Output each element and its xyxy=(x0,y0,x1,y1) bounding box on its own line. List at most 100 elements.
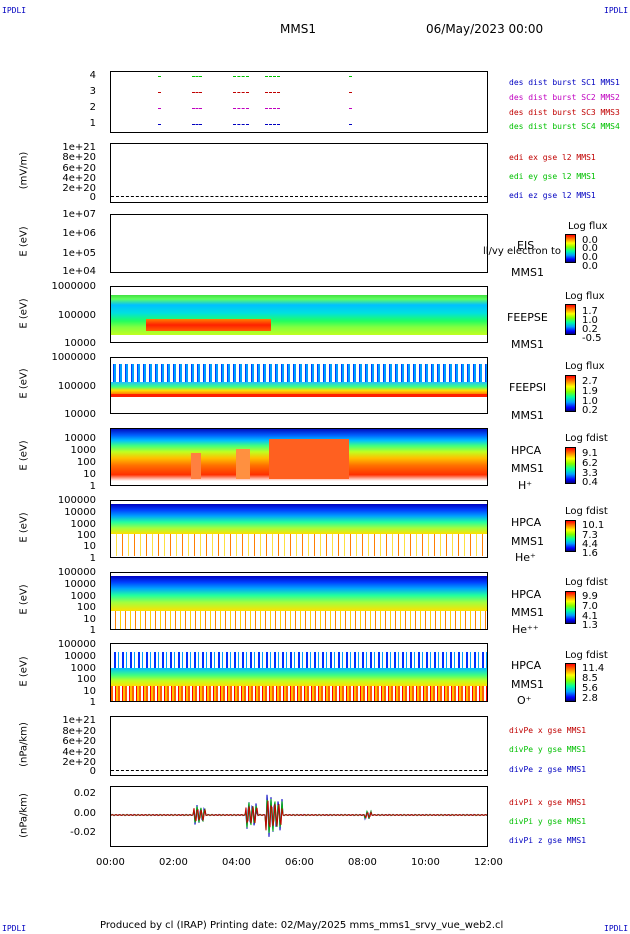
colorbar-value: 0.0 xyxy=(582,252,598,263)
feepsi-panel xyxy=(110,357,488,414)
y-tick: 1 xyxy=(89,553,96,564)
y-tick: 1000 xyxy=(70,663,96,674)
corner-tag-bl: IPDLI xyxy=(2,924,27,933)
y-tick: 1000 xyxy=(70,591,96,602)
hpca-hepp-panel xyxy=(110,572,488,630)
y-axis-label: E (eV) xyxy=(18,440,30,471)
colorbar-value: 1.7 xyxy=(582,306,598,317)
legend-divpe-y: divPe y gse MMS1 xyxy=(509,745,587,754)
y-axis-label: E (eV) xyxy=(18,368,30,399)
y-tick: 0 xyxy=(89,192,96,203)
colorbar-title: Log flux xyxy=(565,291,605,302)
spectrogram-noise xyxy=(111,534,487,556)
y-tick: 4e+20 xyxy=(62,747,96,758)
species-label: O⁺ xyxy=(517,694,532,707)
colorbar-value: 3.3 xyxy=(582,468,598,479)
colorbar xyxy=(565,375,576,412)
burst-segment xyxy=(233,92,249,94)
colorbar-value: 4.1 xyxy=(582,611,598,622)
y-axis-label: (nPa/km) xyxy=(18,793,30,838)
sc-label: MMS1 xyxy=(511,409,544,422)
y-tick: 0 xyxy=(89,766,96,777)
divpi-traces xyxy=(111,794,487,837)
footer-text: Produced by cl (IRAP) Printing date: 02/… xyxy=(100,920,504,931)
y-tick: 1000 xyxy=(70,519,96,530)
colorbar xyxy=(565,520,576,552)
edi-panel xyxy=(110,143,488,203)
date-title: 06/May/2023 00:00 xyxy=(426,22,544,36)
colorbar-value: 2.8 xyxy=(582,693,598,704)
y-tick: 10000 xyxy=(64,433,96,444)
colorbar-value: 1.0 xyxy=(582,315,598,326)
y-axis-label: E (eV) xyxy=(18,226,30,257)
y-axis-label: E (eV) xyxy=(18,584,30,615)
y-tick: 1 xyxy=(89,697,96,708)
burst-segment xyxy=(158,76,162,78)
y-axis-label: E (eV) xyxy=(18,656,30,687)
y-tick: 100000 xyxy=(57,310,96,321)
colorbar-value: 10.1 xyxy=(582,520,605,531)
y-axis-label: E (eV) xyxy=(18,298,30,329)
y-tick: 1000 xyxy=(70,445,96,456)
y-tick: 10000 xyxy=(64,409,96,420)
corner-tag-br: IPDLI xyxy=(604,924,629,933)
divpi-series-line xyxy=(111,799,487,833)
colorbar-value: 0.2 xyxy=(582,405,598,416)
gap-band xyxy=(111,287,487,295)
colorbar-title: Log fdist xyxy=(565,433,608,444)
y-tick: 8e+20 xyxy=(62,726,96,737)
y-tick: 4 xyxy=(89,70,96,81)
colorbar xyxy=(565,447,576,484)
colorbar-value: 1.6 xyxy=(582,548,598,559)
colorbar-value: 0.0 xyxy=(582,243,598,254)
corner-tag-tr: IPDLI xyxy=(604,6,629,15)
y-tick: 0.00 xyxy=(73,808,96,819)
colorbar-title: Log fdist xyxy=(565,506,608,517)
y-tick: 1 xyxy=(89,481,96,492)
y-tick: 1 xyxy=(89,118,96,129)
zero-line xyxy=(111,770,487,771)
y-axis-label: E (eV) xyxy=(18,512,30,543)
sc-label: MMS1 xyxy=(511,338,544,351)
y-tick: 100 xyxy=(76,457,96,468)
colorbar-value: 7.0 xyxy=(582,601,598,612)
burst-segment xyxy=(192,124,202,126)
x-tick: 00:00 xyxy=(96,857,125,868)
y-tick: 4e+20 xyxy=(62,173,96,184)
burst-segment xyxy=(158,92,162,94)
divpi-series-line xyxy=(111,800,487,831)
hpca-he-panel xyxy=(110,500,488,558)
burst-segment xyxy=(349,124,353,126)
y-tick: 2e+20 xyxy=(62,183,96,194)
x-tick: 04:00 xyxy=(222,857,251,868)
y-tick: 6e+20 xyxy=(62,163,96,174)
colorbar-value: 9.1 xyxy=(582,448,598,459)
divpi-panel xyxy=(110,786,488,847)
y-tick: 1000000 xyxy=(51,352,96,363)
legend-divpe-z: divPe z gse MMS1 xyxy=(509,765,587,774)
y-tick: 1e+05 xyxy=(62,248,96,259)
legend-sc1: des dist burst SC1 MMS1 xyxy=(509,78,620,87)
burst-segment xyxy=(349,108,353,110)
colorbar-value: 8.5 xyxy=(582,673,598,684)
sc-label: MMS1 xyxy=(511,678,544,691)
burst-segment xyxy=(192,108,202,110)
burst-segment xyxy=(192,76,202,78)
y-tick: 100000 xyxy=(57,567,96,578)
colorbar xyxy=(565,663,576,702)
colorbar-value: 1.0 xyxy=(582,396,598,407)
y-tick: 2 xyxy=(89,102,96,113)
y-tick: 10000 xyxy=(64,507,96,518)
y-tick: 1 xyxy=(89,625,96,636)
spectrogram-noise xyxy=(111,611,487,629)
burst-segment xyxy=(264,76,281,78)
sc-label: MMS1 xyxy=(511,606,544,619)
sc-label: MMS1 xyxy=(511,462,544,475)
colorbar-title: Log fdist xyxy=(565,577,608,588)
y-tick: 10 xyxy=(83,686,96,697)
hpca-h-panel xyxy=(110,428,488,486)
y-tick: 2e+20 xyxy=(62,757,96,768)
y-tick: 10000 xyxy=(64,651,96,662)
y-tick: -0.02 xyxy=(70,827,96,838)
y-tick: 10 xyxy=(83,614,96,625)
